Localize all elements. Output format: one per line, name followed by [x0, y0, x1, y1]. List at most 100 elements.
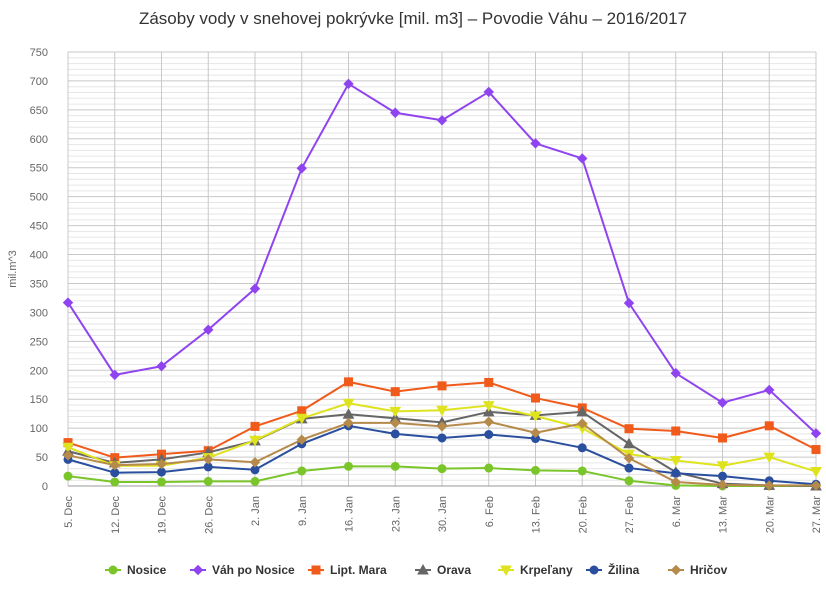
legend-marker: [500, 565, 512, 577]
data-point: [810, 480, 822, 491]
data-point: [623, 297, 635, 309]
x-tick-label: 27. Mar: [811, 496, 823, 534]
legend-label: Žilina: [608, 562, 640, 577]
legend-item-orava[interactable]: Orava: [415, 563, 471, 577]
y-tick-label: 700: [30, 76, 48, 88]
x-tick-label: 6. Feb: [484, 496, 496, 527]
data-point: [344, 461, 353, 471]
data-point: [63, 471, 73, 481]
x-tick-label: 26. Dec: [203, 496, 215, 534]
data-point: [250, 421, 260, 431]
legend-label: Váh po Nosice: [212, 563, 295, 577]
legend-item-zilina[interactable]: Žilina: [586, 562, 640, 577]
y-tick-label: 300: [30, 307, 48, 319]
data-point: [389, 406, 402, 418]
data-point: [437, 464, 447, 474]
data-point: [203, 324, 214, 335]
legend-marker: [417, 563, 429, 575]
data-point: [484, 377, 494, 387]
legend-item-vah-po-nosice[interactable]: Váh po Nosice: [190, 563, 295, 577]
data-point: [436, 115, 448, 126]
data-point: [483, 416, 494, 427]
data-point: [343, 78, 354, 90]
legend-marker: [311, 565, 321, 575]
data-point: [483, 86, 494, 98]
data-point: [390, 429, 400, 439]
data-point: [156, 458, 167, 470]
x-tick-label: 30. Jan: [437, 496, 449, 532]
series-hricov: [62, 416, 822, 491]
data-point: [249, 283, 261, 294]
y-tick-label: 100: [30, 423, 48, 435]
data-point: [249, 435, 261, 447]
legend-marker: [589, 565, 599, 575]
data-point: [531, 393, 540, 403]
y-tick-label: 400: [30, 250, 48, 262]
data-point: [531, 465, 540, 475]
data-point: [669, 456, 682, 467]
data-point: [624, 424, 634, 434]
legend-label: Krpeľany: [520, 563, 573, 577]
y-tick-label: 150: [30, 394, 48, 406]
data-point: [249, 457, 261, 468]
data-point: [62, 297, 74, 308]
y-tick-label: 0: [42, 481, 48, 493]
y-tick-label: 200: [30, 365, 48, 377]
y-tick-label: 250: [30, 336, 48, 348]
legend-label: Nosice: [127, 563, 167, 577]
data-point: [577, 153, 588, 164]
legend-item-lipt-mara[interactable]: Lipt. Mara: [308, 563, 387, 577]
legend-marker: [670, 564, 682, 576]
data-point: [250, 476, 260, 486]
data-point: [623, 437, 635, 449]
data-point: [717, 397, 728, 408]
data-point: [297, 466, 307, 476]
data-point: [717, 479, 728, 491]
x-tick-label: 13. Mar: [718, 496, 730, 534]
data-point: [437, 381, 447, 391]
data-point: [763, 452, 776, 464]
legend-item-nosice[interactable]: Nosice: [105, 563, 167, 577]
legend: Nosice Váh po Nosice Lipt. Mara Orava Krpeľa…: [105, 562, 728, 577]
legend-label: Hričov: [690, 563, 728, 577]
y-tick-label: 750: [30, 47, 48, 59]
x-tick-label: 27. Feb: [624, 496, 636, 533]
data-point: [156, 361, 167, 372]
data-point: [670, 367, 681, 379]
series-group: [62, 78, 822, 491]
y-axis-label: mil.m^3: [7, 250, 19, 288]
data-point: [296, 163, 307, 174]
data-point: [529, 411, 542, 423]
x-tick-label: 20. Feb: [577, 496, 589, 533]
data-point: [109, 369, 120, 381]
data-point: [436, 421, 448, 432]
data-point: [764, 384, 775, 396]
x-tick-label: 20. Mar: [764, 496, 776, 534]
data-point: [577, 466, 587, 476]
data-point: [342, 398, 355, 410]
data-point: [671, 426, 681, 436]
y-axis-ticks: 0 50 100 150 200 250 300 350 400 450 500 550 600 650 7…: [30, 47, 48, 493]
y-tick-label: 450: [30, 221, 48, 233]
x-tick-label: 16. Jan: [344, 496, 356, 532]
data-point: [670, 476, 681, 488]
data-point: [437, 433, 447, 443]
data-point: [484, 463, 494, 473]
legend-item-krpelany[interactable]: Krpeľany: [498, 563, 573, 577]
legend-marker: [108, 565, 118, 575]
data-point: [810, 428, 822, 439]
data-point: [110, 477, 120, 487]
legend-item-hricov[interactable]: Hričov: [668, 563, 728, 577]
data-point: [344, 377, 353, 387]
x-axis-ticks: 5. Dec 12. Dec 19. Dec 26. Dec 2. Jan 9. Jan 1…: [63, 496, 823, 534]
y-tick-label: 650: [30, 105, 48, 117]
data-point: [577, 443, 587, 453]
x-tick-label: 6. Mar: [671, 496, 683, 528]
data-point: [484, 429, 494, 439]
data-point: [577, 418, 588, 429]
data-point: [576, 405, 589, 417]
y-tick-label: 50: [36, 452, 48, 464]
x-tick-label: 12. Dec: [110, 496, 122, 534]
